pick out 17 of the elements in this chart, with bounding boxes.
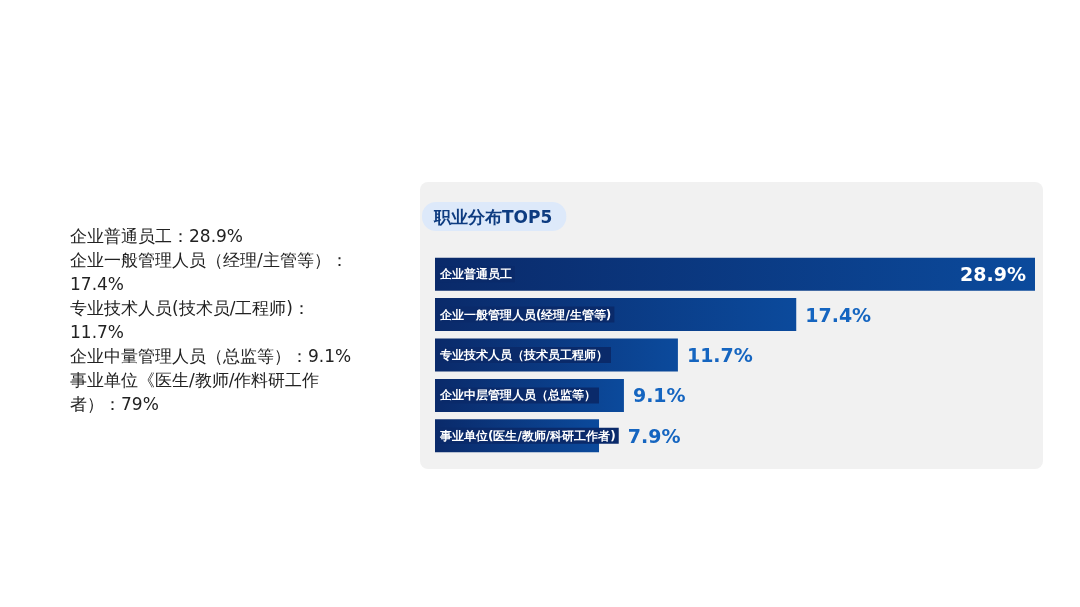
y-tick-label: 企业普通员工 [439, 267, 512, 282]
data-label: 9.1% [632, 384, 686, 407]
text: 专业技术人员(技术员/工程师)：11.7% [70, 297, 311, 344]
text: 企业中量管理人员（总监等）：9.1% [70, 345, 353, 368]
chart-title: 职业分布TOP5 [433, 206, 553, 227]
text: 事业单位《医生/教师/作料研工作者）：79% [70, 369, 321, 416]
data-label: 28.9% [960, 263, 1026, 286]
bar [435, 257, 1035, 291]
data-label: 17.4% [805, 303, 872, 326]
data-label: 11.7% [686, 344, 753, 366]
y-tick-label: 企业一般管理人员(经理/生管等) [439, 307, 612, 322]
data-label: 7.9% [627, 424, 681, 447]
y-tick-label: 事业单位(医生/教师/科研工作者) [439, 428, 616, 443]
text: 企业普通员工：28.9% [70, 225, 244, 248]
y-tick-label: 企业中层管理人员（总监等） [439, 388, 596, 403]
text: 企业一般管理人员（经理/主管等）：17.4% [70, 249, 349, 296]
y-tick-label: 专业技术人员（技术员工程师） [439, 348, 608, 362]
